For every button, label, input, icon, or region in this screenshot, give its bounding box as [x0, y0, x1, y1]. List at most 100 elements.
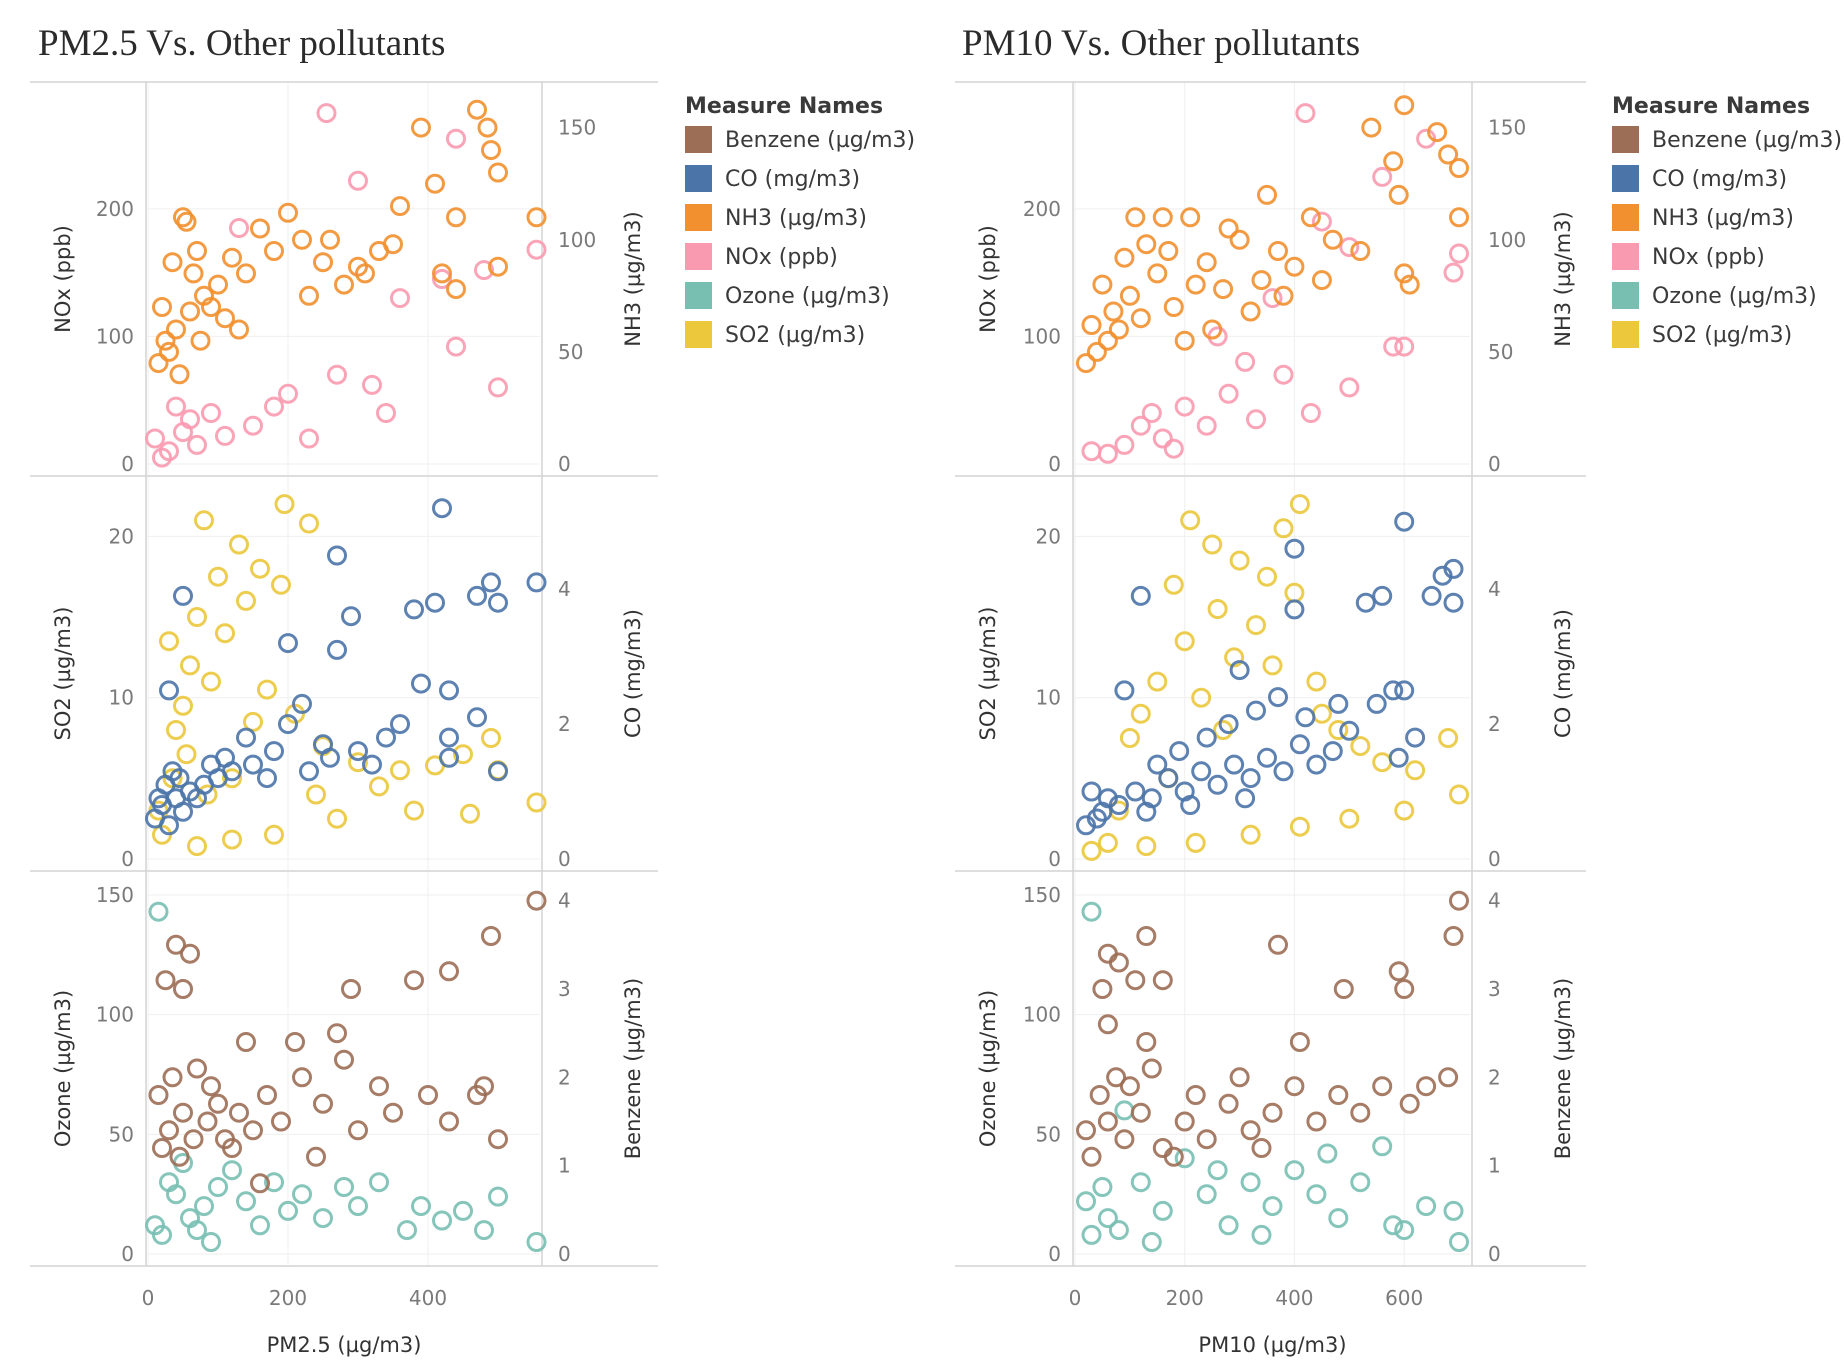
chart-title: PM10 Vs. Other pollutants	[962, 23, 1360, 64]
legend-label: NOx (ppb)	[725, 245, 838, 270]
scatter-point	[432, 269, 452, 289]
legend-swatch	[1612, 282, 1639, 309]
right-y-tick-label: 2	[558, 712, 571, 736]
right-y-tick-label: 4	[1488, 889, 1501, 913]
right-y-tick-label: 4	[558, 889, 571, 913]
scatter-point	[1130, 1102, 1151, 1123]
scatter-point	[1388, 747, 1409, 768]
scatter-point	[201, 1232, 221, 1252]
scatter-point	[362, 754, 382, 775]
left-y-axis-title: NOx (ppb)	[976, 225, 1000, 333]
scatter-point	[1191, 761, 1212, 782]
scatter-point	[1086, 341, 1107, 362]
scatter-point	[1262, 1102, 1283, 1123]
scatter-point	[439, 727, 459, 748]
scatter-point	[1372, 1076, 1393, 1097]
left-y-tick-label: 100	[1023, 324, 1061, 348]
scatter-point	[1092, 274, 1113, 295]
scatter-point	[1427, 122, 1448, 143]
scatter-point	[1119, 285, 1140, 306]
scatter-point	[1372, 585, 1393, 606]
scatter-point	[1076, 1191, 1096, 1212]
scatter-point	[1246, 409, 1266, 430]
scatter-point	[1328, 1085, 1349, 1105]
scatter-point	[299, 761, 319, 782]
scatter-point	[292, 693, 312, 714]
scatter-point	[488, 1186, 508, 1207]
scatter-point	[439, 1111, 459, 1132]
left-y-tick-label: 10	[1036, 686, 1061, 710]
scatter-point	[1339, 237, 1360, 258]
scatter-point	[1235, 788, 1256, 809]
scatter-point	[162, 252, 183, 273]
scatter-point	[1114, 434, 1135, 455]
left-y-axis-title: NOx (ppb)	[51, 225, 75, 333]
scatter-point	[327, 364, 347, 385]
scatter-point	[1130, 585, 1151, 606]
scatter-point	[320, 747, 340, 768]
scatter-point	[1136, 801, 1157, 822]
legend-swatch	[1612, 243, 1639, 270]
scatter-point	[187, 607, 207, 627]
left-y-tick-label: 20	[1036, 524, 1061, 548]
scatter-point	[1394, 511, 1415, 532]
scatter-point	[222, 1138, 242, 1158]
legend-swatch	[685, 165, 712, 192]
scatter-point	[1366, 693, 1387, 714]
scatter-point	[1163, 297, 1184, 317]
scatter-point	[320, 229, 340, 250]
scatter-point	[1449, 158, 1469, 178]
scatter-point	[208, 274, 228, 295]
scatter-point	[446, 207, 466, 228]
scatter-point	[159, 680, 179, 701]
scatter-point	[166, 720, 186, 740]
scatter-point	[1240, 768, 1261, 789]
scatter-point	[159, 1172, 179, 1193]
scatter-point	[1240, 1120, 1261, 1141]
scatter-point	[1394, 1220, 1415, 1241]
scatter-point	[278, 714, 298, 735]
scatter-point	[1081, 840, 1102, 861]
scatter-point	[148, 788, 169, 809]
scatter-point	[1328, 693, 1349, 714]
scatter-point	[1224, 754, 1245, 775]
scatter-point	[285, 1032, 305, 1052]
scatter-point	[1130, 415, 1151, 436]
scatter-point	[299, 428, 319, 449]
scatter-point	[1141, 1058, 1162, 1079]
scatter-point	[467, 99, 487, 120]
scatter-point	[1196, 252, 1217, 273]
scatter-point	[1372, 1136, 1393, 1157]
scatter-point	[488, 377, 508, 398]
scatter-point	[390, 196, 410, 217]
scatter-point	[1114, 247, 1135, 268]
scatter-point	[292, 1184, 312, 1205]
scatter-point	[1394, 95, 1415, 116]
scatter-point	[187, 788, 207, 809]
legend-label: Benzene (µg/m3)	[1652, 128, 1842, 153]
scatter-point	[1394, 336, 1415, 357]
right-y-tick-label: 2	[1488, 712, 1501, 736]
scatter-point	[1268, 934, 1288, 955]
scatter-point	[148, 353, 169, 374]
legend: Measure Names Benzene (µg/m3) CO (mg/m3) NH…	[685, 94, 915, 348]
scatter-point	[236, 1191, 256, 1212]
scatter-point	[1089, 1085, 1110, 1105]
scatter-point	[1383, 336, 1404, 357]
right-y-axis-title: CO (mg/m3)	[1551, 609, 1575, 738]
scatter-point	[1152, 1138, 1173, 1158]
scatter-point	[1092, 1177, 1113, 1197]
scatter-point	[169, 1146, 190, 1167]
scatter-point	[1257, 747, 1277, 768]
scatter-point	[159, 1120, 179, 1141]
scatter-point	[327, 1023, 347, 1044]
scatter-point	[222, 1160, 242, 1181]
scatter-point	[159, 815, 179, 836]
right-y-tick-label: 3	[558, 977, 571, 1001]
scatter-point	[1416, 1196, 1437, 1217]
scatter-point	[201, 403, 221, 423]
scatter-point	[208, 566, 228, 587]
scatter-point	[187, 1220, 207, 1241]
left-y-axis-title: Ozone (µg/m3)	[51, 990, 75, 1147]
scatter-point	[183, 263, 204, 284]
